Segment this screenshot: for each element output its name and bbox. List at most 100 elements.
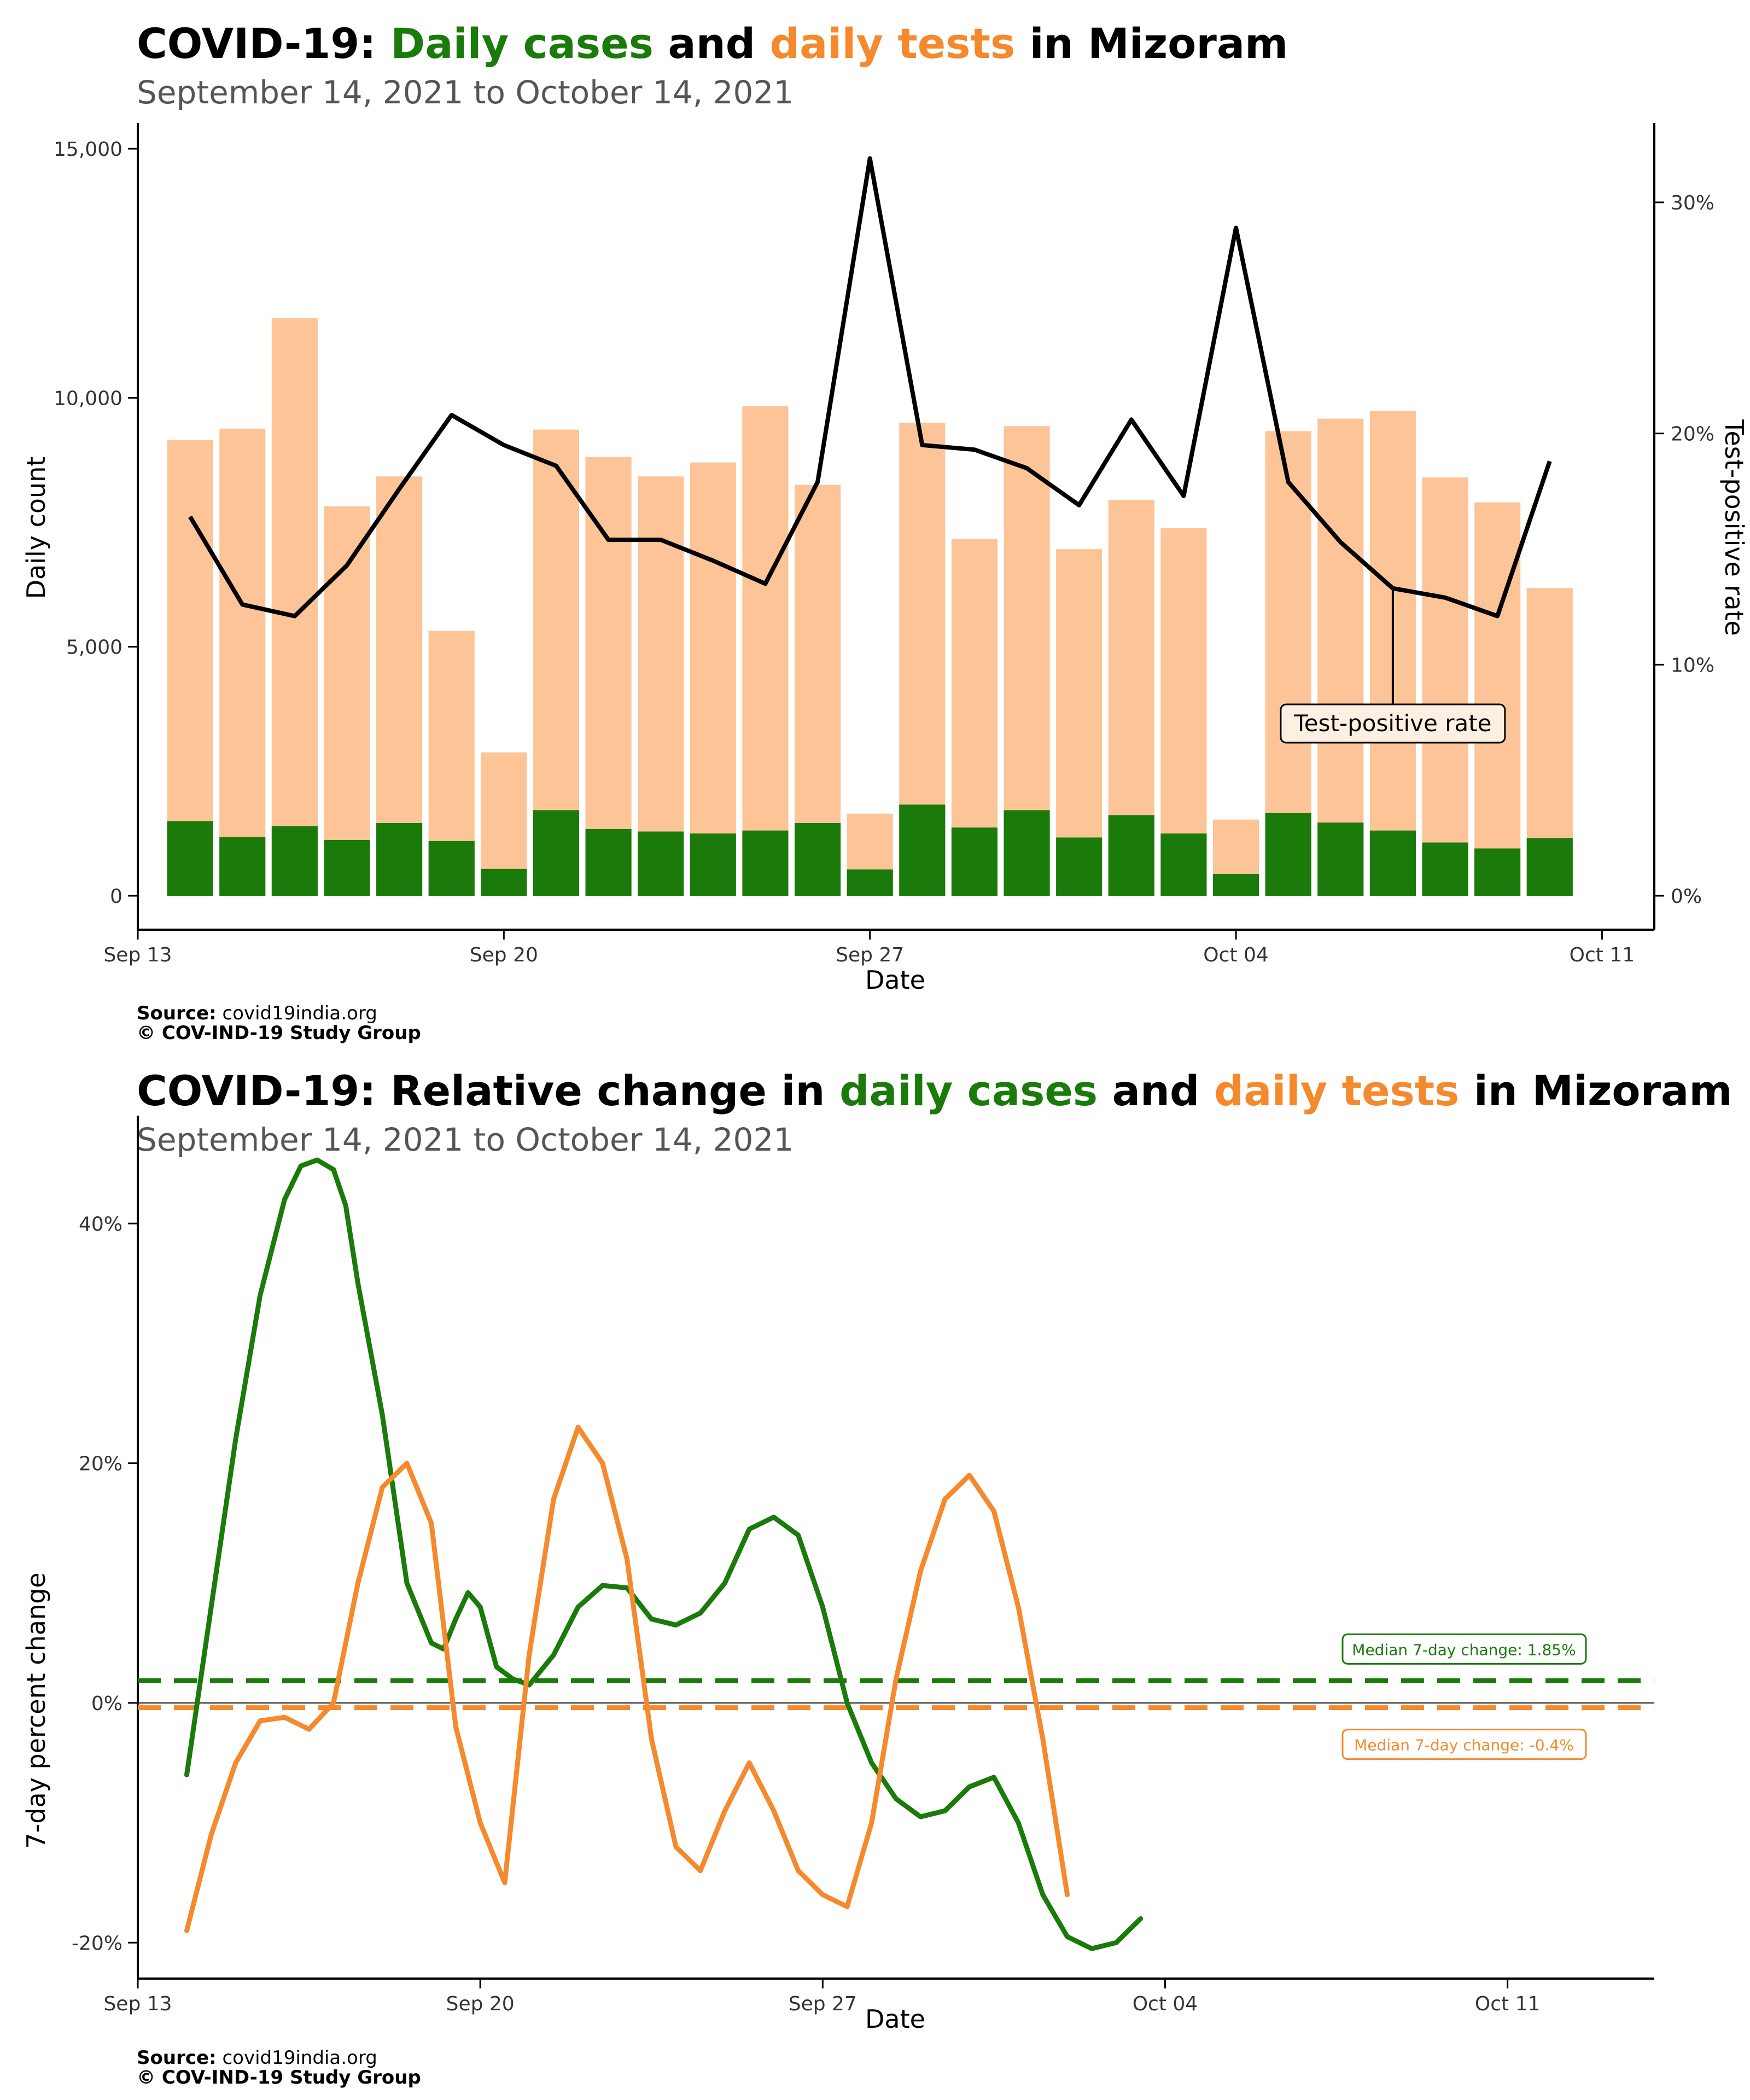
x-tick-label: Oct 11 <box>1570 944 1635 966</box>
chart1-xlabel: Date <box>865 965 925 995</box>
chart1-title-suffix: in Mizoram <box>1029 19 1288 68</box>
chart1-tpr-line <box>188 156 1552 619</box>
case-bar <box>1526 838 1573 896</box>
case-bar <box>1474 848 1521 896</box>
case-bar <box>324 840 370 896</box>
test-bar <box>1317 418 1364 896</box>
median-label: Median 7-day change: 1.85% <box>1352 1641 1576 1659</box>
annotation-box <box>1280 703 1506 744</box>
chart2-median-lines: Median 7-day change: 1.85% Median 7-day c… <box>138 1633 1654 1760</box>
chart1-title-cases: Daily cases <box>390 19 654 68</box>
test-bar <box>585 457 632 896</box>
series-line <box>184 1425 1070 1933</box>
case-bar <box>1265 813 1311 896</box>
y2-tick-label: 10% <box>1671 654 1714 676</box>
y2-tick-label: 0% <box>1671 885 1702 908</box>
test-bar <box>1422 477 1468 896</box>
chart2-title-middle: and <box>1112 1066 1200 1115</box>
case-bar <box>533 810 580 896</box>
chart2-source-text: covid19india.org <box>222 2047 377 2069</box>
y2-tick-label: 30% <box>1671 192 1714 214</box>
case-bar <box>1317 822 1364 896</box>
chart2-ylabel: 7-day percent change <box>21 1572 51 1848</box>
chart2-source-label: Source: <box>137 2047 217 2069</box>
y-tick-label: 20% <box>79 1453 122 1475</box>
y-tick-label: -20% <box>72 1932 122 1955</box>
annotation-label: Test-positive rate <box>1293 710 1491 737</box>
case-bar <box>1369 830 1416 896</box>
median-label: Median 7-day change: -0.4% <box>1354 1736 1574 1754</box>
case-bar <box>481 868 527 896</box>
test-bar <box>742 406 789 896</box>
chart1-source-text: covid19india.org <box>222 1002 377 1024</box>
x-tick-label: Oct 11 <box>1475 1993 1541 2015</box>
test-bar <box>1474 502 1521 896</box>
chart1-subtitle: September 14, 2021 to October 14, 2021 <box>137 74 794 111</box>
chart2-copyright: © COV-IND-19 Study Group <box>137 2067 421 2089</box>
case-bar <box>951 827 998 896</box>
case-bar <box>847 869 893 896</box>
series-line <box>184 1157 1144 1951</box>
case-bar <box>585 829 632 896</box>
case-bar <box>271 826 318 896</box>
chart2-plot: -20% 0% 20% 40% Sep 13 Sep 20 Sep 27 Oct 04 Oct … <box>21 1116 1654 2034</box>
chart1-ylabel: Daily count <box>21 457 51 599</box>
chart2-series-lines <box>184 1157 1144 1951</box>
chart2-xlabel: Date <box>865 2004 925 2034</box>
chart2-title-cases: daily cases <box>839 1066 1098 1115</box>
case-bar <box>1004 810 1050 896</box>
y-tick-label: 5,000 <box>66 637 122 659</box>
chart1-case-bars <box>167 804 1573 896</box>
median-label-box <box>1341 1633 1587 1665</box>
x-tick-label: Sep 27 <box>836 944 904 966</box>
x-tick-label: Sep 13 <box>103 944 172 966</box>
chart1-source-label: Source: <box>137 1002 217 1024</box>
x-tick-label: Sep 13 <box>103 1993 172 2015</box>
chart2-title-prefix: COVID-19: Relative change in <box>137 1066 825 1115</box>
chart1-test-bars <box>167 318 1573 896</box>
test-bar <box>324 506 370 896</box>
y-tick-label: 0% <box>91 1693 122 1715</box>
y2-tick-label: 20% <box>1671 423 1714 446</box>
chart1-source: Source: covid19india.org © COV-IND-19 St… <box>137 1004 421 1043</box>
test-bar <box>690 462 736 896</box>
case-bar <box>1160 833 1207 896</box>
case-bar <box>1422 842 1468 896</box>
chart2-source: Source: covid19india.org © COV-IND-19 St… <box>137 2048 421 2087</box>
chart2-title-tests: daily tests <box>1214 1066 1460 1115</box>
case-bar <box>219 837 266 896</box>
x-tick-label: Sep 20 <box>470 944 538 966</box>
test-bar <box>271 318 318 896</box>
test-bar <box>167 440 213 896</box>
test-bar <box>219 428 266 896</box>
chart1-plot: 0 5,000 10,000 15,000 0% 10% 20% 30% Sep 13 Sep 2… <box>21 123 1749 995</box>
case-bar <box>742 830 789 896</box>
case-bar <box>1108 815 1154 896</box>
case-bar <box>167 821 213 896</box>
x-tick-label: Sep 20 <box>446 1993 515 2015</box>
case-bar <box>376 823 423 896</box>
chart1-annotation: Test-positive rate <box>1280 588 1506 744</box>
case-bar <box>1212 873 1259 896</box>
x-tick-label: Oct 04 <box>1203 944 1269 966</box>
chart1-title-prefix: COVID-19: <box>137 19 376 68</box>
y-tick-label: 10,000 <box>54 387 122 410</box>
case-bar <box>638 831 684 896</box>
chart1-copyright: © COV-IND-19 Study Group <box>137 1022 421 1044</box>
y-tick-label: 40% <box>79 1213 122 1235</box>
chart1-title-tests: daily tests <box>769 19 1016 68</box>
x-tick-label: Oct 04 <box>1133 1993 1198 2015</box>
y-tick-label: 0 <box>110 885 122 908</box>
chart2-title-suffix: in Mizoram <box>1473 1066 1732 1115</box>
chart2-subtitle: September 14, 2021 to October 14, 2021 <box>137 1121 794 1158</box>
chart2-title: COVID-19: Relative change in daily cases… <box>137 1066 1732 1115</box>
chart1-title: COVID-19: Daily cases and daily tests in… <box>137 19 1288 68</box>
case-bar <box>428 841 475 896</box>
case-bar <box>794 823 841 896</box>
chart1-axes: 0 5,000 10,000 15,000 0% 10% 20% 30% Sep 13 Sep 2… <box>54 123 1714 966</box>
case-bar <box>1056 837 1102 896</box>
case-bar <box>690 833 736 896</box>
y-tick-label: 15,000 <box>54 138 122 161</box>
tpr-line <box>188 156 1552 619</box>
chart1-y2label: Test-positive rate <box>1719 419 1749 636</box>
